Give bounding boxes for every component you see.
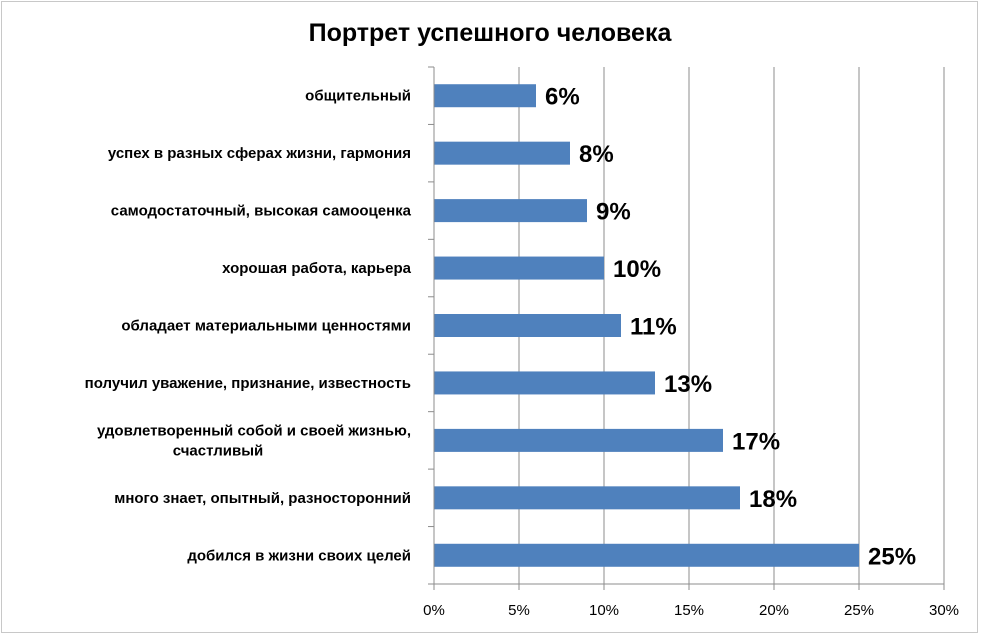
chart-title: Портрет успешного человека bbox=[309, 19, 673, 47]
data-label: 18% bbox=[749, 486, 797, 513]
data-label: 17% bbox=[732, 428, 780, 455]
category-label: добился в жизни своих целей bbox=[187, 547, 411, 564]
category-label: обладает материальными ценностями bbox=[121, 318, 411, 335]
bar bbox=[434, 486, 740, 510]
x-tick-labels: 0% 5% 10% 15% 20% 25% 30% bbox=[423, 602, 959, 619]
data-label: 6% bbox=[545, 84, 580, 111]
data-label: 10% bbox=[613, 256, 661, 283]
category-label: успех в разных сферах жизни, гармония bbox=[108, 145, 411, 162]
category-label: хорошая работа, карьера bbox=[222, 260, 412, 277]
bar bbox=[434, 256, 604, 280]
category-label: удовлетворенный собой и своей жизнью, bbox=[97, 422, 411, 439]
data-label: 9% bbox=[596, 199, 631, 226]
bars bbox=[434, 84, 859, 567]
category-label: много знает, опытный, разносторонний bbox=[114, 490, 411, 507]
data-label: 8% bbox=[579, 141, 614, 168]
x-tick-label: 0% bbox=[423, 602, 445, 619]
x-tick-label: 20% bbox=[759, 602, 789, 619]
x-tick-label: 15% bbox=[674, 602, 704, 619]
bar bbox=[434, 543, 859, 567]
x-tick-label: 30% bbox=[929, 602, 959, 619]
data-label: 11% bbox=[630, 314, 677, 341]
bar bbox=[434, 428, 723, 452]
category-label: общительный bbox=[305, 88, 411, 105]
data-label: 25% bbox=[868, 543, 916, 570]
category-label: самодостаточный, высокая самооценка bbox=[111, 203, 412, 220]
bar bbox=[434, 199, 587, 223]
data-label: 13% bbox=[664, 371, 712, 398]
x-tick-label: 5% bbox=[508, 602, 530, 619]
bar bbox=[434, 84, 536, 108]
bar bbox=[434, 141, 570, 165]
category-label: счастливый bbox=[173, 442, 264, 459]
x-tick-label: 10% bbox=[589, 602, 619, 619]
category-label: получил уважение, признание, известность bbox=[85, 375, 411, 392]
x-tick-label: 25% bbox=[844, 602, 874, 619]
axes bbox=[428, 66, 945, 590]
bar bbox=[434, 314, 621, 337]
bar bbox=[434, 371, 655, 395]
data-labels: 6% 8% 9% 10% 11% 13% 17% 18% 25% bbox=[545, 84, 916, 571]
category-labels: общительный успех в разных сферах жизни, … bbox=[85, 88, 412, 565]
